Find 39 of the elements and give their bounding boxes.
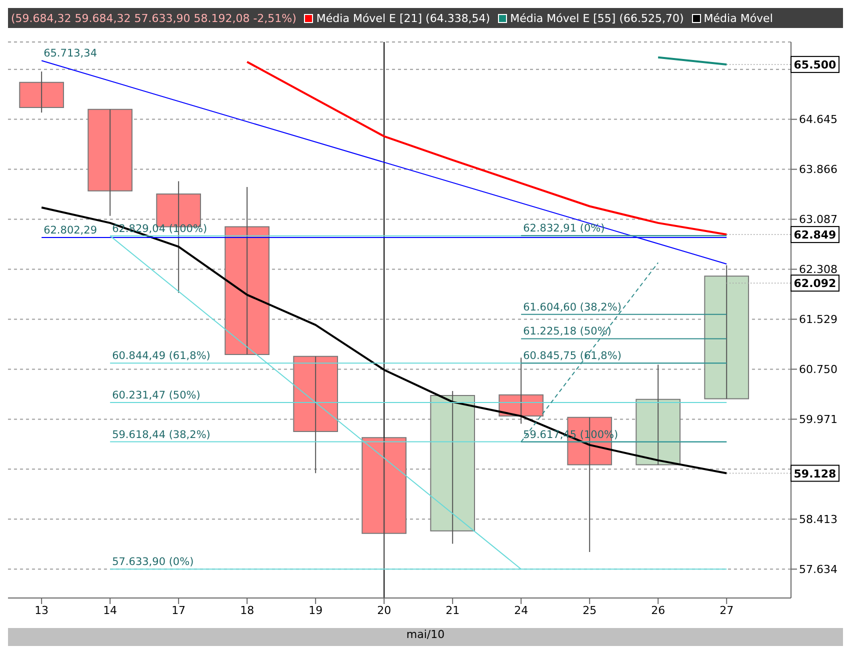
annotation: 65.713,34 xyxy=(44,48,98,60)
x-tick-label: 17 xyxy=(172,604,186,617)
annotation: 59.128 xyxy=(794,467,836,480)
annotation: 61.225,18 (50%) xyxy=(523,326,612,338)
y-tick-label: 61.529 xyxy=(799,313,838,326)
annotation: 62.092 xyxy=(794,277,836,290)
legend-label: Média Móvel xyxy=(704,12,773,24)
x-tick-label: 19 xyxy=(308,604,323,617)
annotation: 60.231,47 (50%) xyxy=(112,389,200,402)
y-tick-label: 60.750 xyxy=(799,363,838,376)
y-tick-label: 63.087 xyxy=(799,213,838,226)
y-tick-label: 64.645 xyxy=(799,113,838,126)
annotation: 60.845,75 (61,8%) xyxy=(523,350,622,362)
x-tick-label: 27 xyxy=(720,604,734,617)
x-tick-label: 20 xyxy=(377,604,392,617)
x-tick-label: 26 xyxy=(651,604,666,617)
annotation: 59.618,44 (38,2%) xyxy=(112,428,210,441)
y-tick-label: 63.866 xyxy=(799,163,838,176)
y-tick-label: 58.413 xyxy=(799,513,838,526)
x-tick-label: 21 xyxy=(446,604,460,617)
annotation: 61.604,60 (38,2%) xyxy=(523,301,622,314)
x-tick-label: 14 xyxy=(103,604,118,617)
x-tick-label: 13 xyxy=(34,604,49,617)
annotation: 62.802,29 xyxy=(44,224,98,237)
legend-label: Média Móvel E [55] (66.525,70) xyxy=(510,12,684,24)
legend-label: Média Móvel E [21] (64.338,54) xyxy=(316,12,490,24)
annotation: 57.633,90 (0%) xyxy=(112,556,194,568)
chart-title: (59.684,32 59.684,32 57.633,90 58.192,08 -2,51%) xyxy=(11,12,296,24)
y-tick-label: 59.971 xyxy=(799,413,838,426)
annotation: 65.500 xyxy=(794,58,837,72)
annotation: 62.849 xyxy=(794,228,836,242)
x-tick-label: 25 xyxy=(582,604,597,617)
x-tick-label: 24 xyxy=(514,604,528,617)
x-tick-label: 18 xyxy=(240,604,254,617)
y-tick-label: 57.634 xyxy=(799,563,838,576)
y-tick-label: 62.308 xyxy=(799,263,838,276)
annotation: 60.844,49 (61,8%) xyxy=(112,350,210,362)
annotation: 62.832,91 (0%) xyxy=(523,222,605,235)
x-axis-title: mai/10 xyxy=(8,628,843,646)
